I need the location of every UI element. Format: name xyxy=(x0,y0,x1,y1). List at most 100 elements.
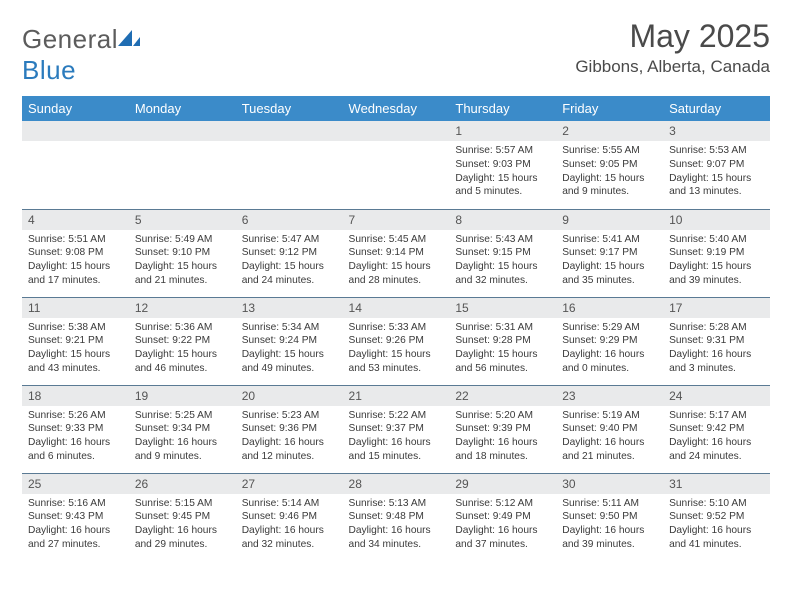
sunset-text: Sunset: 9:05 PM xyxy=(562,158,657,172)
sunrise-text: Sunrise: 5:34 AM xyxy=(242,321,337,335)
sunrise-text: Sunrise: 5:16 AM xyxy=(28,497,123,511)
day-details: Sunrise: 5:34 AMSunset: 9:24 PMDaylight:… xyxy=(236,318,343,382)
calendar-day-cell: 16Sunrise: 5:29 AMSunset: 9:29 PMDayligh… xyxy=(556,297,663,385)
day-details: Sunrise: 5:15 AMSunset: 9:45 PMDaylight:… xyxy=(129,494,236,558)
sunset-text: Sunset: 9:39 PM xyxy=(455,422,550,436)
day-details: Sunrise: 5:23 AMSunset: 9:36 PMDaylight:… xyxy=(236,406,343,470)
calendar-day-cell: 31Sunrise: 5:10 AMSunset: 9:52 PMDayligh… xyxy=(663,473,770,561)
sunrise-text: Sunrise: 5:38 AM xyxy=(28,321,123,335)
daylight-text: Daylight: 15 hours and 56 minutes. xyxy=(455,348,550,376)
day-number: 28 xyxy=(343,474,450,494)
daylight-text: Daylight: 15 hours and 43 minutes. xyxy=(28,348,123,376)
daylight-text: Daylight: 16 hours and 9 minutes. xyxy=(135,436,230,464)
calendar-week-row: 11Sunrise: 5:38 AMSunset: 9:21 PMDayligh… xyxy=(22,297,770,385)
daylight-text: Daylight: 16 hours and 32 minutes. xyxy=(242,524,337,552)
sunrise-text: Sunrise: 5:40 AM xyxy=(669,233,764,247)
day-number: 20 xyxy=(236,386,343,406)
day-number: 6 xyxy=(236,210,343,230)
sunset-text: Sunset: 9:48 PM xyxy=(349,510,444,524)
sunrise-text: Sunrise: 5:22 AM xyxy=(349,409,444,423)
daylight-text: Daylight: 16 hours and 29 minutes. xyxy=(135,524,230,552)
daylight-text: Daylight: 16 hours and 15 minutes. xyxy=(349,436,444,464)
sunrise-text: Sunrise: 5:29 AM xyxy=(562,321,657,335)
sunset-text: Sunset: 9:28 PM xyxy=(455,334,550,348)
sunset-text: Sunset: 9:26 PM xyxy=(349,334,444,348)
day-details: Sunrise: 5:51 AMSunset: 9:08 PMDaylight:… xyxy=(22,230,129,294)
sunset-text: Sunset: 9:34 PM xyxy=(135,422,230,436)
day-details: Sunrise: 5:16 AMSunset: 9:43 PMDaylight:… xyxy=(22,494,129,558)
day-number: 2 xyxy=(556,121,663,141)
brand-part2: Blue xyxy=(22,55,76,85)
sunrise-text: Sunrise: 5:45 AM xyxy=(349,233,444,247)
sunrise-text: Sunrise: 5:51 AM xyxy=(28,233,123,247)
daylight-text: Daylight: 15 hours and 28 minutes. xyxy=(349,260,444,288)
day-details: Sunrise: 5:17 AMSunset: 9:42 PMDaylight:… xyxy=(663,406,770,470)
daylight-text: Daylight: 15 hours and 17 minutes. xyxy=(28,260,123,288)
day-details: Sunrise: 5:57 AMSunset: 9:03 PMDaylight:… xyxy=(449,141,556,205)
day-number: 27 xyxy=(236,474,343,494)
calendar-day-cell: 6Sunrise: 5:47 AMSunset: 9:12 PMDaylight… xyxy=(236,209,343,297)
daylight-text: Daylight: 15 hours and 39 minutes. xyxy=(669,260,764,288)
calendar-day-cell: 27Sunrise: 5:14 AMSunset: 9:46 PMDayligh… xyxy=(236,473,343,561)
daylight-text: Daylight: 16 hours and 21 minutes. xyxy=(562,436,657,464)
daylight-text: Daylight: 16 hours and 18 minutes. xyxy=(455,436,550,464)
day-details: Sunrise: 5:49 AMSunset: 9:10 PMDaylight:… xyxy=(129,230,236,294)
calendar-week-row: 25Sunrise: 5:16 AMSunset: 9:43 PMDayligh… xyxy=(22,473,770,561)
sunrise-text: Sunrise: 5:25 AM xyxy=(135,409,230,423)
calendar-day-cell: 2Sunrise: 5:55 AMSunset: 9:05 PMDaylight… xyxy=(556,121,663,209)
daylight-text: Daylight: 16 hours and 37 minutes. xyxy=(455,524,550,552)
day-details: Sunrise: 5:38 AMSunset: 9:21 PMDaylight:… xyxy=(22,318,129,382)
sunrise-text: Sunrise: 5:23 AM xyxy=(242,409,337,423)
calendar-day-cell: 14Sunrise: 5:33 AMSunset: 9:26 PMDayligh… xyxy=(343,297,450,385)
day-details: Sunrise: 5:43 AMSunset: 9:15 PMDaylight:… xyxy=(449,230,556,294)
calendar-day-cell: 12Sunrise: 5:36 AMSunset: 9:22 PMDayligh… xyxy=(129,297,236,385)
sunrise-text: Sunrise: 5:57 AM xyxy=(455,144,550,158)
sunrise-text: Sunrise: 5:10 AM xyxy=(669,497,764,511)
day-number: 21 xyxy=(343,386,450,406)
sunrise-text: Sunrise: 5:41 AM xyxy=(562,233,657,247)
calendar-day-cell xyxy=(22,121,129,209)
weekday-header: Tuesday xyxy=(236,96,343,121)
title-block: May 2025 Gibbons, Alberta, Canada xyxy=(575,18,770,77)
header: GeneralBlue May 2025 Gibbons, Alberta, C… xyxy=(22,18,770,86)
day-number: 31 xyxy=(663,474,770,494)
sunset-text: Sunset: 9:12 PM xyxy=(242,246,337,260)
day-details: Sunrise: 5:14 AMSunset: 9:46 PMDaylight:… xyxy=(236,494,343,558)
calendar-week-row: 4Sunrise: 5:51 AMSunset: 9:08 PMDaylight… xyxy=(22,209,770,297)
sunset-text: Sunset: 9:45 PM xyxy=(135,510,230,524)
daylight-text: Daylight: 15 hours and 53 minutes. xyxy=(349,348,444,376)
day-number: 29 xyxy=(449,474,556,494)
sunset-text: Sunset: 9:49 PM xyxy=(455,510,550,524)
sunrise-text: Sunrise: 5:36 AM xyxy=(135,321,230,335)
day-number: 9 xyxy=(556,210,663,230)
sunrise-text: Sunrise: 5:14 AM xyxy=(242,497,337,511)
page-title: May 2025 xyxy=(575,18,770,55)
calendar-day-cell xyxy=(236,121,343,209)
day-number: 7 xyxy=(343,210,450,230)
day-details: Sunrise: 5:55 AMSunset: 9:05 PMDaylight:… xyxy=(556,141,663,205)
calendar-day-cell: 11Sunrise: 5:38 AMSunset: 9:21 PMDayligh… xyxy=(22,297,129,385)
sunrise-text: Sunrise: 5:28 AM xyxy=(669,321,764,335)
calendar-day-cell: 1Sunrise: 5:57 AMSunset: 9:03 PMDaylight… xyxy=(449,121,556,209)
day-details: Sunrise: 5:19 AMSunset: 9:40 PMDaylight:… xyxy=(556,406,663,470)
sunset-text: Sunset: 9:03 PM xyxy=(455,158,550,172)
sunset-text: Sunset: 9:33 PM xyxy=(28,422,123,436)
day-details: Sunrise: 5:47 AMSunset: 9:12 PMDaylight:… xyxy=(236,230,343,294)
sunrise-text: Sunrise: 5:49 AM xyxy=(135,233,230,247)
day-number: 15 xyxy=(449,298,556,318)
daylight-text: Daylight: 16 hours and 39 minutes. xyxy=(562,524,657,552)
calendar-day-cell: 25Sunrise: 5:16 AMSunset: 9:43 PMDayligh… xyxy=(22,473,129,561)
daylight-text: Daylight: 16 hours and 24 minutes. xyxy=(669,436,764,464)
sunrise-text: Sunrise: 5:15 AM xyxy=(135,497,230,511)
day-details: Sunrise: 5:41 AMSunset: 9:17 PMDaylight:… xyxy=(556,230,663,294)
day-number xyxy=(22,121,129,141)
day-number xyxy=(343,121,450,141)
sunset-text: Sunset: 9:40 PM xyxy=(562,422,657,436)
day-details: Sunrise: 5:12 AMSunset: 9:49 PMDaylight:… xyxy=(449,494,556,558)
brand-text: GeneralBlue xyxy=(22,24,140,86)
daylight-text: Daylight: 16 hours and 12 minutes. xyxy=(242,436,337,464)
day-number: 8 xyxy=(449,210,556,230)
daylight-text: Daylight: 15 hours and 49 minutes. xyxy=(242,348,337,376)
day-number: 18 xyxy=(22,386,129,406)
sunset-text: Sunset: 9:10 PM xyxy=(135,246,230,260)
